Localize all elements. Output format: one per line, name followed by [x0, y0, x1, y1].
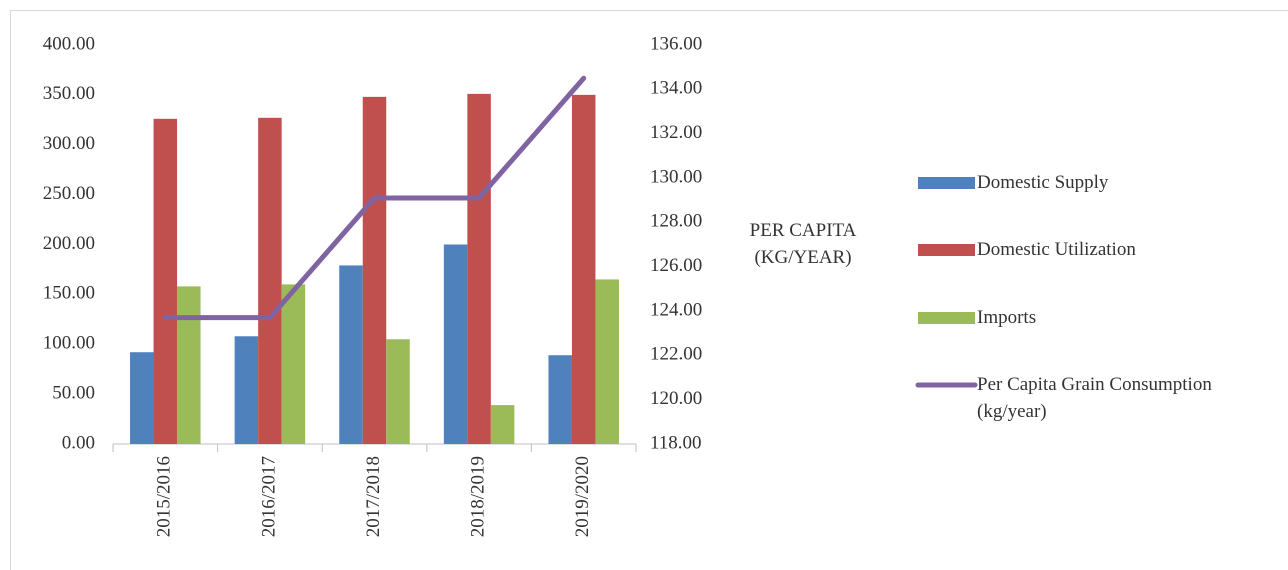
y2-tick-label: 118.00	[650, 432, 702, 453]
y2-tick-label: 130.00	[650, 166, 702, 187]
bar	[130, 352, 154, 444]
y2-tick-label: 124.00	[650, 299, 702, 320]
bar	[571, 94, 596, 444]
line-series	[162, 75, 587, 321]
bar	[490, 405, 515, 444]
bar	[548, 355, 572, 444]
bar	[339, 265, 363, 444]
x-tick-label: 2018/2019	[467, 456, 488, 537]
x-tick-label: 2015/2016	[154, 456, 175, 537]
bar	[362, 96, 387, 445]
bar	[443, 244, 468, 444]
chart-border	[10, 10, 1288, 570]
x-tick-label: 2019/2020	[572, 456, 593, 537]
legend-label: Imports	[977, 307, 1037, 328]
y-tick-label: 400.00	[43, 33, 95, 54]
y-tick-label: 100.00	[43, 333, 95, 354]
bar	[177, 286, 201, 444]
y-tick-label: 150.00	[43, 283, 95, 304]
y2-axis-title: PER CAPITA (KG/YEAR)	[749, 220, 857, 268]
y2-tick-label: 120.00	[650, 388, 702, 409]
legend-label: Per Capita Grain Consumption (kg/year)	[977, 374, 1212, 422]
y2-tick-label: 134.00	[650, 78, 702, 99]
y-tick-label: 350.00	[43, 83, 95, 104]
bar	[386, 339, 410, 444]
y2-tick-label: 126.00	[650, 255, 702, 276]
legend-label: Domestic Supply	[977, 172, 1109, 193]
bar	[234, 336, 259, 444]
y2-tick-label: 122.00	[650, 344, 702, 365]
legend-marker	[918, 177, 975, 189]
y-tick-label: 50.00	[52, 382, 95, 403]
bar	[258, 117, 282, 444]
bar	[595, 279, 619, 444]
bar	[467, 93, 491, 444]
y2-tick-label: 136.00	[650, 33, 702, 54]
y-tick-label: 300.00	[43, 133, 95, 154]
y-tick-label: 0.00	[62, 432, 95, 453]
bar	[153, 118, 178, 444]
x-tick-label: 2016/2017	[258, 456, 279, 537]
y2-tick-label: 132.00	[650, 122, 702, 143]
legend-label: Domestic Utilization	[977, 239, 1136, 260]
x-tick-label: 2017/2018	[363, 456, 384, 537]
y-tick-label: 250.00	[43, 183, 95, 204]
y-tick-label: 200.00	[43, 233, 95, 254]
legend-marker	[918, 312, 975, 324]
legend-marker	[918, 244, 975, 256]
y2-tick-label: 128.00	[650, 211, 702, 232]
bar	[281, 284, 306, 444]
